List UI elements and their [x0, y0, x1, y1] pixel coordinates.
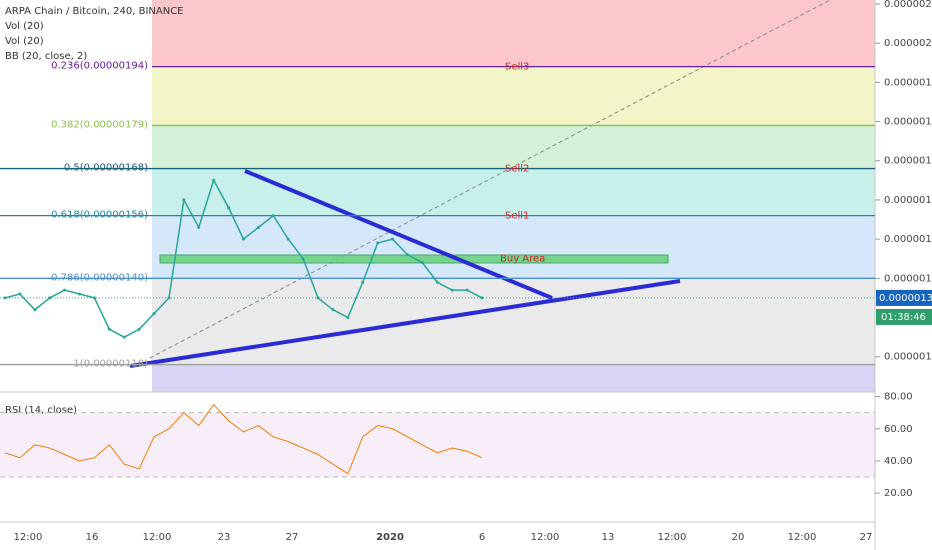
- countdown-tag: [876, 308, 932, 325]
- price-point: [301, 257, 305, 261]
- fib-zone: [152, 125, 875, 169]
- x-tick-label: 12:00: [788, 532, 817, 543]
- y-tick-label: 0.00000150: [884, 234, 932, 245]
- price-point: [48, 296, 52, 300]
- price-point: [465, 288, 469, 292]
- x-tick-label: 20: [732, 532, 745, 543]
- price-point: [212, 178, 216, 182]
- price-point: [376, 241, 380, 245]
- x-tick-label: 12:00: [658, 532, 687, 543]
- y-tick-label: 0.00000210: [884, 0, 932, 10]
- price-point: [107, 327, 111, 331]
- triangle-lower: [129, 279, 681, 368]
- price-point: [137, 327, 141, 331]
- price-point: [331, 308, 335, 312]
- zone-label: Buy Area: [500, 254, 545, 265]
- price-point: [152, 312, 156, 316]
- price-point: [346, 316, 350, 320]
- x-tick-label: 27: [860, 532, 873, 543]
- x-tick-label: 2020: [376, 532, 404, 543]
- x-tick-label: 12:00: [143, 532, 172, 543]
- y-tick-label: 60.00: [884, 424, 913, 435]
- zone-label: Sell1: [505, 211, 529, 222]
- fib-zone: [152, 0, 875, 67]
- y-tick-label: 0.00000190: [884, 77, 932, 88]
- zone-label: Sell2: [505, 164, 529, 175]
- price-point: [18, 292, 22, 296]
- fib-label: 1(0.00000118): [73, 359, 148, 370]
- rsi-line: [4, 403, 483, 475]
- price-point: [271, 214, 275, 218]
- y-tick-label: 0.00000170: [884, 156, 932, 167]
- y-tick-label: 0.00000180: [884, 117, 932, 128]
- zone-label: Sell3: [505, 62, 529, 73]
- rsi-band: [0, 412, 875, 477]
- fib-zone: [152, 168, 875, 216]
- y-tick-label: 0.00000140: [884, 273, 932, 284]
- countdown: 01:38:46: [881, 312, 926, 323]
- trend-dashed: [149, 0, 831, 359]
- price-point: [256, 225, 260, 229]
- fib-zone: [152, 215, 875, 279]
- y-tick-label: 40.00: [884, 456, 913, 467]
- price-tag: [876, 289, 932, 306]
- symbol-title: ARPA Chain / Bitcoin, 240, BINANCE: [5, 6, 184, 17]
- x-tick-label: 12:00: [14, 532, 43, 543]
- price-point: [450, 288, 454, 292]
- price-point: [391, 237, 395, 241]
- current-price-label: 0.00000135: [879, 293, 932, 304]
- fib-zones: [152, 0, 875, 392]
- y-tick-label: 20.00: [884, 488, 913, 499]
- y-tick-label: 0.00000120: [884, 352, 932, 363]
- fib-label: 0.5(0.00000168): [64, 163, 148, 174]
- fib-label: 0.236(0.00000194): [51, 61, 148, 72]
- x-tick-label: 16: [86, 532, 99, 543]
- y-tick-label: 0.00000200: [884, 38, 932, 49]
- x-tick-label: 6: [479, 532, 485, 543]
- price-point: [361, 280, 365, 284]
- price-point: [480, 296, 484, 300]
- price-point: [242, 237, 245, 241]
- fib-zone: [152, 66, 875, 126]
- price-point: [227, 206, 231, 210]
- fib-label: 0.786(0.00000140): [51, 272, 148, 283]
- price-point: [122, 335, 126, 339]
- x-tick-label: 13: [602, 532, 615, 543]
- price-point: [435, 280, 439, 284]
- fib-zone: [152, 364, 875, 392]
- rsi-title: RSI (14, close): [5, 405, 77, 416]
- price-point: [182, 198, 186, 202]
- fib-zone: [152, 278, 875, 365]
- price-point: [33, 308, 37, 312]
- indicator-label: BB (20, close, 2): [5, 51, 87, 62]
- indicator-label: Vol (20): [5, 21, 44, 32]
- price-point: [3, 296, 7, 300]
- triangle-upper: [244, 169, 553, 300]
- fib-label: 0.618(0.00000156): [51, 210, 148, 221]
- price-point: [78, 292, 82, 296]
- price-point: [286, 237, 290, 241]
- y-tick-label: 80.00: [884, 392, 913, 403]
- x-tick-label: 27: [286, 532, 299, 543]
- x-tick-label: 23: [218, 532, 231, 543]
- fib-label: 0.382(0.00000179): [51, 119, 148, 130]
- price-point: [92, 296, 96, 300]
- x-tick-label: 12:00: [531, 532, 560, 543]
- indicator-label: Vol (20): [5, 36, 44, 47]
- y-tick-label: 0.00000160: [884, 195, 932, 206]
- price-point: [405, 253, 409, 257]
- price-point: [420, 261, 424, 265]
- price-point: [197, 225, 201, 229]
- price-point: [63, 288, 67, 292]
